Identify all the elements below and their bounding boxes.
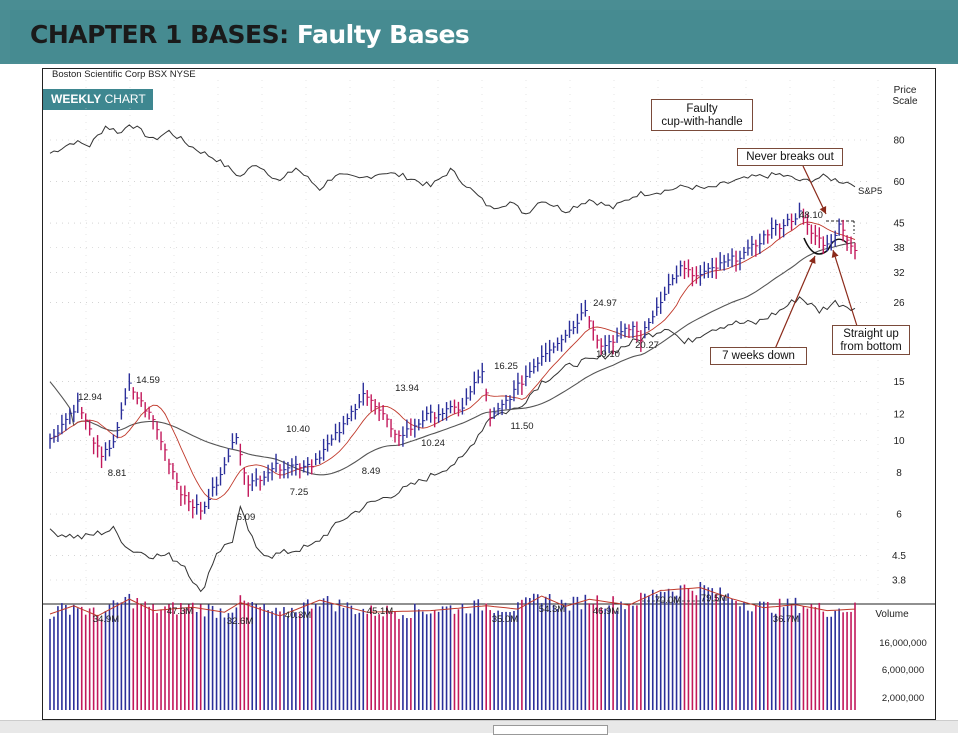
price-label: 11.50	[510, 421, 533, 432]
callout-faulty-line1: Faulty	[686, 103, 718, 115]
relative-strength-line	[49, 296, 856, 593]
callout-seven-text: 7 weeks down	[722, 350, 795, 362]
callout-never-text: Never breaks out	[746, 151, 834, 163]
arrow-never-breaks-out	[802, 165, 827, 215]
price-label: 8.81	[108, 468, 127, 479]
volume-tick-label: 2,000,000	[882, 693, 924, 704]
price-label: 19.10	[596, 349, 620, 360]
price-label: 6.09	[237, 512, 256, 523]
volume-scale-label: Volume	[875, 609, 909, 620]
price-tick-label: 26	[893, 298, 905, 309]
viewer-page-input[interactable]	[493, 725, 608, 735]
volume-label: 45.1M	[367, 606, 393, 617]
volume-label: 70.0M	[655, 595, 681, 606]
price-label: 14.59	[136, 375, 160, 386]
weekly-badge-rest: CHART	[101, 92, 146, 106]
price-label: 8.49	[362, 466, 381, 477]
price-scale-line1: Price	[893, 85, 917, 96]
volume-label: 40.3M	[285, 610, 311, 621]
volume-label: 36.7M	[773, 614, 799, 625]
price-tick-label: 60	[893, 177, 905, 188]
callout-faulty-line2: cup-with-handle	[661, 116, 743, 128]
price-tick-label: 45	[893, 219, 905, 230]
arrow-7-weeks-down	[774, 255, 816, 350]
volume-label: 35.0M	[492, 614, 518, 625]
volume-label: 47.3M	[167, 606, 193, 617]
price-tick-label: 4.5	[892, 551, 906, 562]
callout-never-breaks-out: Never breaks out	[737, 148, 843, 166]
callout-straight-up-from-bottom: Straight up from bottom	[832, 325, 910, 355]
price-label: 10.24	[421, 438, 445, 449]
callout-straight-line2: from bottom	[840, 341, 902, 353]
callout-faulty-cup-with-handle: Faulty cup-with-handle	[651, 99, 753, 131]
chapter-title-main: CHAPTER 1 BASES:	[30, 20, 289, 49]
price-label: 16.25	[494, 361, 518, 372]
volume-label: 79.5M	[701, 593, 727, 604]
cup-bottom-curve	[803, 237, 829, 255]
volume-label: 46.9M	[593, 606, 619, 617]
price-tick-label: 15	[893, 377, 905, 388]
volume-average-line	[49, 587, 856, 617]
chapter-banner-inner	[10, 10, 958, 62]
sp5-label: S&P5	[858, 186, 882, 197]
price-tick-label: 32	[893, 268, 905, 279]
price-tick-label: 3.8	[892, 576, 906, 587]
weekly-chart-badge: WEEKLY CHART	[43, 89, 153, 110]
arrow-straight-up	[831, 249, 858, 327]
price-tick-label: 6	[896, 510, 902, 521]
price-label: 7.25	[290, 487, 309, 498]
price-tick-label: 12	[893, 409, 905, 420]
price-label: 20.27	[635, 340, 659, 351]
price-label: 24.97	[593, 298, 617, 309]
weekly-badge-bold: WEEKLY	[51, 92, 102, 106]
price-scale-label: Price Scale	[880, 85, 930, 107]
stock-label: Boston Scientific Corp BSX NYSE	[52, 69, 196, 80]
volume-label: 54.3M	[539, 604, 565, 615]
volume-label: 32.6M	[227, 616, 253, 627]
price-label: 48.10	[799, 210, 823, 221]
sp5-line	[49, 124, 856, 215]
price-tick-label: 8	[896, 468, 902, 479]
price-label: 10.40	[286, 424, 310, 435]
handle-curve	[827, 238, 849, 251]
price-scale-line2: Scale	[892, 96, 918, 107]
chapter-title: CHAPTER 1 BASES: Faulty Bases	[30, 20, 470, 49]
viewer-toolbar	[0, 720, 958, 733]
price-tick-label: 10	[893, 436, 905, 447]
price-tick-label: 38	[893, 243, 905, 254]
callout-7-weeks-down: 7 weeks down	[710, 347, 807, 365]
moving-average-40-week	[49, 241, 856, 476]
callout-straight-line1: Straight up	[843, 328, 899, 340]
chapter-title-sub: Faulty Bases	[296, 20, 470, 49]
volume-tick-label: 6,000,000	[882, 665, 924, 676]
volume-label: 34.9M	[93, 614, 119, 625]
price-label: 13.94	[395, 383, 419, 394]
price-label: 12.94	[78, 392, 102, 403]
volume-tick-label: 16,000,000	[879, 638, 927, 649]
price-tick-label: 80	[893, 136, 905, 147]
